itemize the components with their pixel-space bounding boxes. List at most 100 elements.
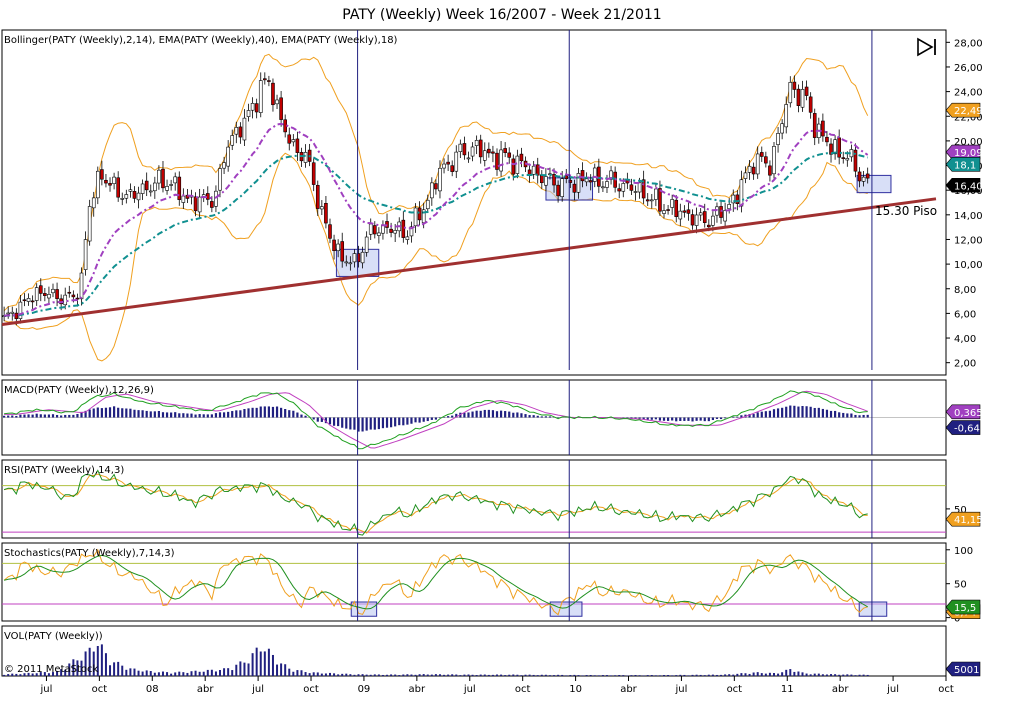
- candle-body: [425, 199, 430, 210]
- candle-body: [796, 88, 801, 106]
- price-ytick-label: 4,00: [954, 334, 976, 345]
- price-last-value: 18,1: [945, 157, 981, 172]
- price-last-value: 16,40: [945, 177, 983, 193]
- candle-body: [503, 148, 507, 153]
- volume-badge-bg: [945, 661, 981, 677]
- ema-18-line: [4, 122, 869, 317]
- x-tick-label: jul: [886, 684, 899, 695]
- candle-body: [14, 312, 19, 319]
- candle-body: [238, 126, 243, 138]
- stochastic-last-value: 15,5: [945, 599, 981, 615]
- candle-body: [723, 210, 727, 222]
- candle-body: [405, 236, 410, 240]
- candle-body: [759, 152, 764, 157]
- candle-body: [258, 80, 263, 113]
- candle-body: [442, 163, 446, 169]
- stochastic-badge-bg: [945, 599, 981, 615]
- candle-body: [234, 127, 239, 135]
- stochastic-ytick-label: 50: [954, 580, 967, 591]
- candle-body: [474, 140, 479, 146]
- candle-body: [120, 198, 125, 200]
- candle-body: [47, 294, 51, 299]
- candle-body: [629, 184, 634, 191]
- candle-body: [104, 179, 108, 184]
- price-ytick-label: 22,00: [954, 112, 983, 123]
- candle-body: [764, 156, 768, 164]
- volume-label: VOL(PATY (Weekly)): [4, 631, 103, 642]
- price-ytick-label: 8,00: [954, 285, 976, 296]
- candle-body: [34, 287, 39, 301]
- candle-body: [275, 99, 279, 105]
- rsi-badge-bg: [945, 511, 981, 527]
- rsi-last-value: 41,15: [945, 511, 983, 527]
- candle-body: [645, 199, 650, 202]
- candle-body: [193, 196, 198, 212]
- candle-body: [580, 170, 585, 182]
- candle-body: [372, 225, 377, 235]
- candle-body: [214, 190, 218, 207]
- candle-body: [780, 123, 784, 134]
- candle-body: [153, 182, 157, 192]
- candle-body: [609, 170, 613, 180]
- candle-body: [792, 81, 797, 90]
- price-pane-frame: [1, 29, 947, 376]
- candle-body: [140, 183, 145, 194]
- candle-body: [654, 188, 658, 200]
- candle-body: [592, 167, 597, 182]
- candle-body: [702, 211, 707, 223]
- candle-body: [242, 117, 247, 141]
- candle-body: [295, 138, 300, 153]
- x-tick-label: oct: [938, 684, 954, 695]
- candle-body: [401, 219, 406, 238]
- candle-body: [181, 195, 186, 203]
- candle-body: [22, 299, 27, 302]
- rsi-label: RSI(PATY (Weekly),14,3): [4, 465, 124, 476]
- candle-body: [491, 151, 495, 154]
- candle-body: [735, 194, 740, 204]
- candle-body: [71, 294, 76, 298]
- price-ytick-label: 2,00: [954, 359, 976, 370]
- rsi-ytick-label: 50: [954, 505, 967, 516]
- candle-body: [841, 157, 846, 159]
- candle-body: [226, 146, 230, 167]
- x-tick-label: abr: [197, 684, 214, 695]
- candle-body: [303, 152, 308, 163]
- stochastic-ytick-label: 0: [954, 614, 960, 625]
- candle-body: [719, 206, 723, 218]
- candle-body: [478, 139, 483, 158]
- candle-body: [649, 199, 654, 202]
- candle-body: [320, 206, 324, 210]
- x-tick-label: 08: [146, 684, 159, 695]
- candle-body: [698, 212, 703, 216]
- price-ytick-label: 26,00: [954, 63, 983, 74]
- support-annotation: 15.30 Piso: [875, 204, 937, 218]
- price-label: Bollinger(PATY (Weekly),2,14), EMA(PATY …: [4, 35, 398, 46]
- candle-body: [837, 137, 841, 158]
- play-icon[interactable]: [914, 36, 938, 58]
- stochastic-ytick-label: 100: [954, 546, 973, 557]
- candle-body: [91, 197, 96, 209]
- candle-body: [617, 188, 622, 192]
- x-tick-label: oct: [303, 684, 319, 695]
- candle-body: [446, 161, 450, 165]
- candle-body: [466, 157, 471, 160]
- price-badge-bg: [945, 144, 981, 160]
- candle-body: [633, 191, 638, 193]
- candle-body: [621, 183, 626, 192]
- candle-body: [210, 201, 214, 208]
- price-badge-label: 16,40: [954, 181, 983, 192]
- macd-signal-line: [4, 390, 868, 449]
- candle-body: [157, 169, 161, 184]
- candle-body: [79, 272, 84, 300]
- candle-body: [222, 162, 226, 169]
- stoch-d-line: [3, 554, 868, 610]
- candle-body: [254, 103, 259, 113]
- candle-body: [136, 192, 141, 201]
- candle-body: [328, 224, 332, 239]
- candle-body: [287, 134, 292, 144]
- candle-body: [772, 146, 776, 175]
- price-last-value: 19,09: [945, 144, 983, 160]
- candle-body: [670, 199, 674, 208]
- rsi-badge-label: 41,15: [954, 515, 983, 526]
- candle-body: [707, 224, 711, 228]
